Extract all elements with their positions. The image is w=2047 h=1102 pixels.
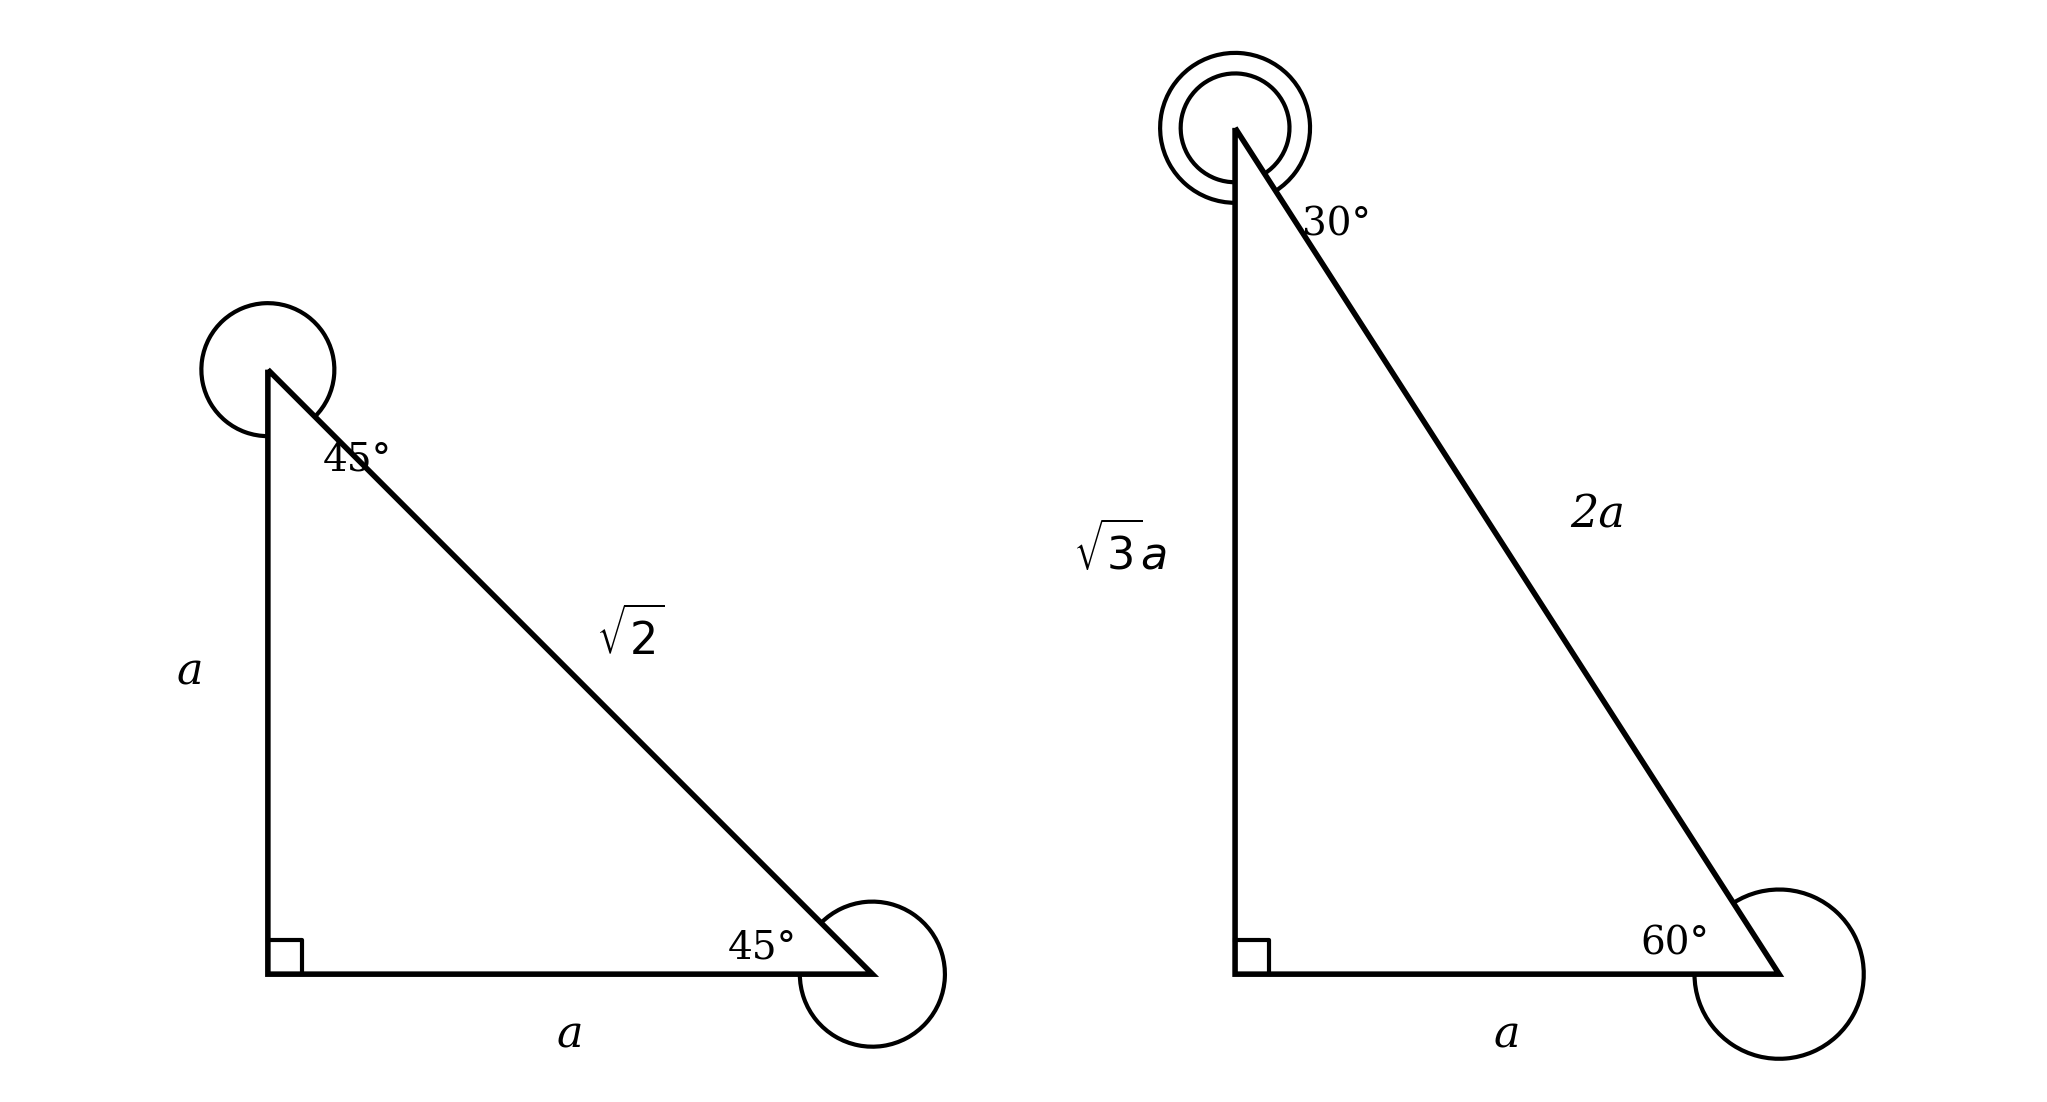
Text: a: a (1494, 1013, 1521, 1056)
Text: 60°: 60° (1640, 926, 1709, 962)
Text: 45°: 45° (727, 929, 796, 966)
Text: 45°: 45° (321, 442, 391, 479)
Text: $\sqrt{3}a$: $\sqrt{3}a$ (1073, 522, 1167, 580)
Text: a: a (176, 650, 203, 693)
Text: 30°: 30° (1302, 206, 1371, 244)
Text: $\sqrt{2}$: $\sqrt{2}$ (596, 607, 665, 663)
Text: a: a (557, 1013, 583, 1056)
Text: 2a: 2a (1570, 493, 1625, 537)
